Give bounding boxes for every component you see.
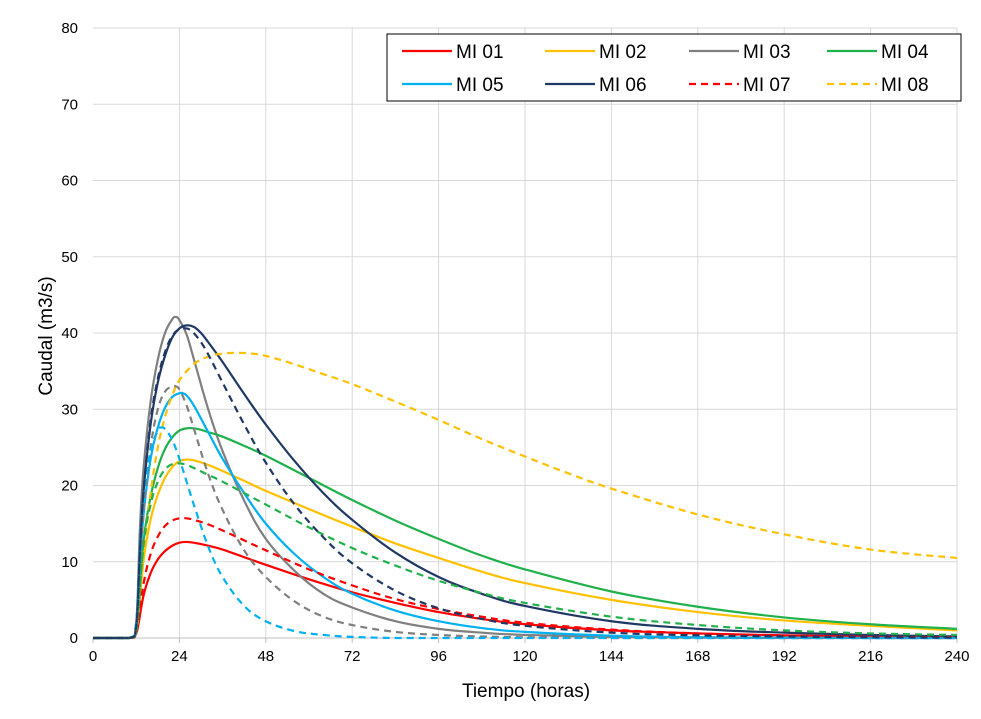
x-tick-label: 240 [944, 648, 969, 665]
x-tick-label: 192 [772, 648, 797, 665]
legend-label-mi-01: MI 01 [456, 42, 504, 63]
series-line-mi-04 [92, 426, 958, 640]
series-line-mi-08 [92, 351, 958, 640]
legend-label-mi-02: MI 02 [599, 42, 647, 63]
x-tick-label: 0 [89, 648, 97, 665]
y-tick-label: 40 [61, 325, 78, 342]
x-tick-label: 120 [512, 648, 537, 665]
series-line-unlabeled-10 [92, 426, 957, 640]
tick-labels: 0 24 48 72 96 120 144 168 192 216 240 0 10 20 30 40 50 60… [61, 20, 969, 665]
y-tick-label: 60 [61, 173, 78, 190]
y-tick-label: 10 [61, 554, 78, 571]
series-line-mi-01 [92, 540, 958, 640]
y-axis-title: Caudal (m3/s) [36, 276, 57, 395]
y-tick-label: 0 [70, 630, 78, 647]
legend-label-mi-06: MI 06 [599, 75, 647, 96]
x-tick-label: 216 [858, 648, 883, 665]
x-tick-label: 72 [344, 648, 361, 665]
y-tick-label: 30 [61, 401, 78, 418]
y-tick-label: 80 [61, 20, 78, 37]
series-line-mi-03 [92, 315, 957, 640]
series-line-unlabeled-11 [92, 462, 958, 640]
x-tick-label: 48 [257, 648, 274, 665]
legend-label-mi-07: MI 07 [743, 75, 791, 96]
y-tick-label: 50 [61, 249, 78, 266]
series-line-mi-05 [92, 391, 957, 640]
legend-label-mi-08: MI 08 [881, 75, 929, 96]
legend: MI 01 MI 02 MI 03 MI 04 MI 05 MI 06 MI 07 MI 08 [386, 33, 962, 102]
x-tick-label: 96 [430, 648, 447, 665]
legend-label-mi-05: MI 05 [456, 75, 504, 96]
series-lines [92, 315, 958, 640]
x-tick-label: 24 [171, 648, 188, 665]
series-line-mi-07 [92, 516, 958, 640]
series-line-mi-06 [92, 324, 958, 640]
series-line-unlabeled-12 [92, 327, 958, 640]
x-axis-title: Tiempo (horas) [462, 681, 590, 702]
y-tick-label: 20 [61, 478, 78, 495]
y-tick-label: 70 [61, 96, 78, 113]
x-tick-label: 168 [685, 648, 710, 665]
legend-label-mi-04: MI 04 [881, 42, 929, 63]
legend-box [386, 33, 962, 102]
x-tick-label: 144 [599, 648, 624, 665]
series-line-unlabeled-9 [92, 384, 957, 640]
gridlines [93, 27, 958, 638]
legend-label-mi-03: MI 03 [743, 42, 791, 63]
series-line-mi-02 [92, 458, 958, 640]
legend-items: MI 01 MI 02 MI 03 MI 04 MI 05 MI 06 MI 07 MI 08 [402, 42, 929, 96]
